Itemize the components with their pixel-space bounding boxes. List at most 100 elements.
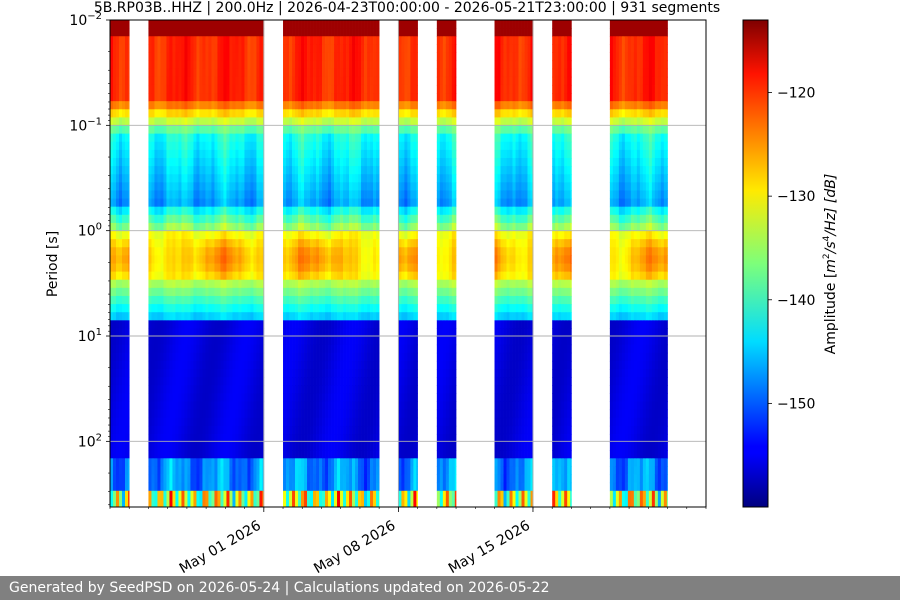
heatmap-cell bbox=[193, 84, 197, 94]
heatmap-cell bbox=[116, 206, 120, 216]
heatmap-cell bbox=[181, 458, 185, 467]
heatmap-cell bbox=[331, 206, 335, 216]
heatmap-cell bbox=[367, 141, 371, 151]
heatmap-cell bbox=[376, 304, 380, 313]
heatmap-cell bbox=[238, 320, 242, 329]
heatmap-cell bbox=[244, 214, 248, 224]
heatmap-cell bbox=[352, 312, 356, 321]
heatmap-cell bbox=[196, 133, 200, 143]
heatmap-cell bbox=[160, 369, 164, 378]
heatmap-cell bbox=[352, 239, 356, 248]
heatmap-cell bbox=[310, 336, 314, 346]
heatmap-cell bbox=[361, 401, 365, 411]
heatmap-cell bbox=[289, 166, 293, 175]
heatmap-cell bbox=[313, 141, 317, 151]
heatmap-cell bbox=[125, 239, 129, 248]
heatmap-cell bbox=[181, 287, 185, 297]
heatmap-cell bbox=[361, 44, 365, 53]
heatmap-cell bbox=[328, 109, 332, 118]
heatmap-cell bbox=[178, 377, 182, 386]
heatmap-cell bbox=[157, 466, 161, 476]
heatmap-cell bbox=[154, 60, 158, 70]
heatmap-cell bbox=[319, 133, 323, 143]
heatmap-cell bbox=[337, 20, 341, 29]
heatmap-cell bbox=[205, 344, 209, 354]
heatmap-cell bbox=[220, 68, 224, 78]
heatmap-cell bbox=[223, 458, 227, 467]
heatmap-cell bbox=[116, 474, 120, 484]
heatmap-cell bbox=[232, 287, 236, 297]
heatmap-cell bbox=[364, 360, 368, 370]
heatmap-cell bbox=[401, 466, 405, 476]
heatmap-cell bbox=[238, 84, 242, 94]
heatmap-cell bbox=[295, 369, 299, 378]
heatmap-cell bbox=[175, 198, 179, 208]
heatmap-cell bbox=[166, 328, 170, 338]
heatmap-cell bbox=[172, 393, 176, 402]
heatmap-cell bbox=[343, 101, 347, 110]
heatmap-cell bbox=[370, 68, 374, 78]
heatmap-cell bbox=[316, 482, 320, 492]
heatmap-cell bbox=[205, 93, 209, 102]
heatmap-cell bbox=[349, 52, 353, 62]
heatmap-cell bbox=[404, 52, 408, 62]
heatmap-cell bbox=[367, 52, 371, 62]
heatmap-cell bbox=[304, 287, 308, 297]
heatmap-cell bbox=[289, 76, 293, 86]
heatmap-cell bbox=[119, 239, 123, 248]
heatmap-cell bbox=[307, 166, 311, 175]
heatmap-cell bbox=[187, 60, 191, 70]
heatmap-cell bbox=[325, 101, 329, 110]
heatmap-cell bbox=[151, 385, 155, 394]
heatmap-cell bbox=[250, 295, 254, 305]
heatmap-cell bbox=[148, 36, 152, 45]
heatmap-cell bbox=[358, 466, 362, 476]
heatmap-cell bbox=[404, 482, 408, 492]
heatmap-cell bbox=[289, 377, 293, 386]
heatmap-cell bbox=[340, 263, 344, 273]
heatmap-cell bbox=[110, 206, 114, 216]
heatmap-cell bbox=[407, 458, 411, 467]
heatmap-cell bbox=[349, 490, 353, 500]
heatmap-cell bbox=[169, 36, 173, 45]
heatmap-cell bbox=[292, 190, 296, 200]
heatmap-cell bbox=[286, 336, 290, 346]
heatmap-cell bbox=[331, 458, 335, 467]
heatmap-cell bbox=[310, 474, 314, 484]
heatmap-cell bbox=[337, 377, 341, 386]
heatmap-cell bbox=[367, 304, 371, 313]
heatmap-cell bbox=[250, 44, 254, 53]
heatmap-cell bbox=[154, 239, 158, 248]
heatmap-cell bbox=[235, 360, 239, 370]
heatmap-cell bbox=[253, 109, 257, 118]
heatmap-cell bbox=[373, 117, 377, 127]
heatmap-cell bbox=[322, 117, 326, 127]
heatmap-cell bbox=[283, 149, 287, 159]
heatmap-cell bbox=[295, 68, 299, 78]
heatmap-cell bbox=[250, 263, 254, 273]
heatmap-cell bbox=[370, 377, 374, 386]
heatmap-cell bbox=[157, 84, 161, 94]
heatmap-cell bbox=[310, 369, 314, 378]
heatmap-cell bbox=[262, 474, 265, 484]
heatmap-cell bbox=[202, 320, 206, 329]
heatmap-cell bbox=[154, 68, 158, 78]
heatmap-cell bbox=[401, 287, 405, 297]
heatmap-cell bbox=[343, 498, 347, 507]
heatmap-cell bbox=[163, 263, 167, 273]
heatmap-cell bbox=[355, 271, 359, 281]
heatmap-cell bbox=[244, 141, 248, 151]
heatmap-cell bbox=[119, 157, 123, 167]
heatmap-cell bbox=[401, 360, 405, 370]
heatmap-cell bbox=[226, 474, 230, 484]
heatmap-cell bbox=[113, 401, 117, 411]
heatmap-cell bbox=[307, 174, 311, 183]
heatmap-cell bbox=[404, 28, 408, 37]
heatmap-cell bbox=[202, 247, 206, 256]
heatmap-cell bbox=[298, 222, 302, 232]
heatmap-cell bbox=[328, 198, 332, 208]
heatmap-cell bbox=[325, 239, 329, 248]
heatmap-cell bbox=[343, 157, 347, 167]
heatmap-cell bbox=[196, 466, 200, 476]
heatmap-cell bbox=[313, 182, 317, 191]
